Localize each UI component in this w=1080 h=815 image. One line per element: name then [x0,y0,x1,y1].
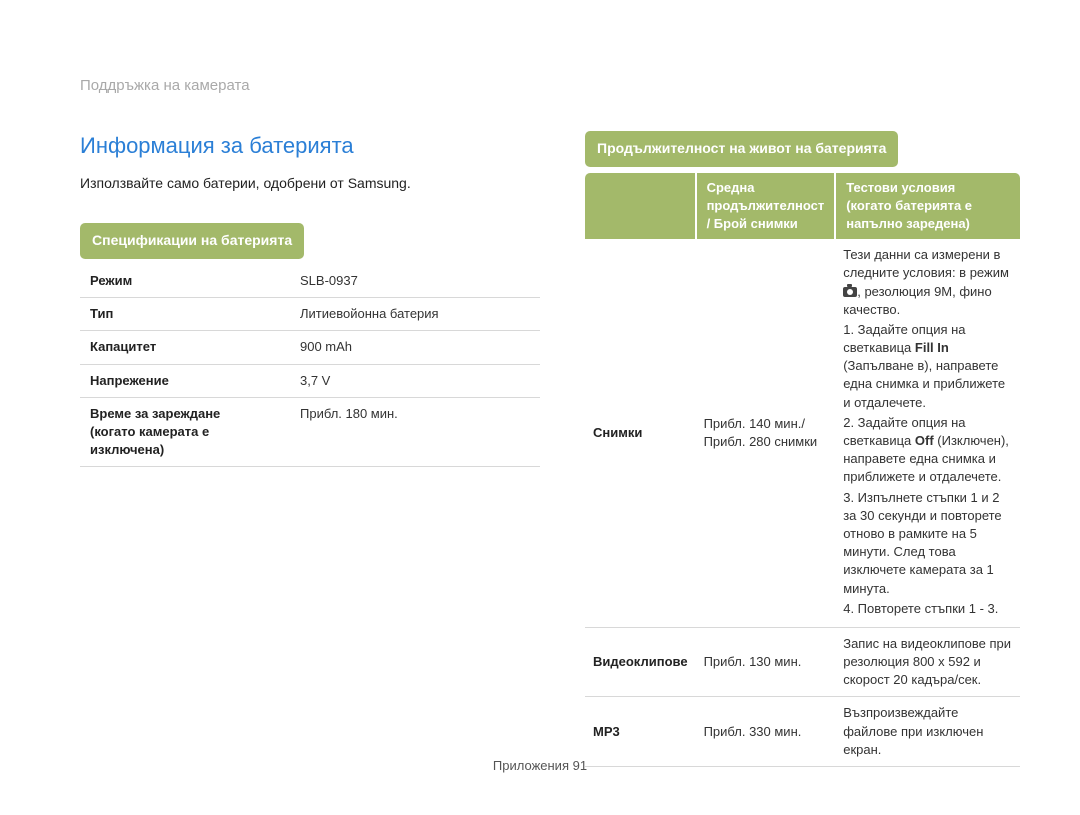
life-row-photos-duration: Прибл. 140 мин./Прибл. 280 снимки [696,239,836,627]
spec-row-label: Режим [80,265,290,298]
life-row-video: Видеоклипове Прибл. 130 мин. Запис на ви… [585,627,1020,697]
spec-row-label: Капацитет [80,331,290,364]
spec-row: Капацитет900 mAh [80,331,540,364]
spec-subsection-header: Спецификации на батерията [80,223,304,259]
intro-text: Използвайте само батерии, одобрени от Sa… [80,174,540,194]
life-row-photos-conditions: Тези данни са измерени в следните услови… [835,239,1020,627]
spec-row-value: Литиевойонна батерия [290,298,540,331]
life-row-video-label: Видеоклипове [585,627,696,697]
life-col1-header [585,173,696,240]
footer-label: Приложения [493,758,569,773]
spec-row: Време за зареждане(когато камерата е изк… [80,397,540,467]
spec-table: РежимSLB-0937ТипЛитиевойонна батерияКапа… [80,265,540,467]
spec-row-value: 900 mAh [290,331,540,364]
spec-row-value: Прибл. 180 мин. [290,397,540,467]
left-column: Информация за батерията Използвайте само… [80,131,540,767]
spec-row-label: Напрежение [80,364,290,397]
spec-row: Напрежение3,7 V [80,364,540,397]
section-title: Информация за батерията [80,131,540,162]
life-row-video-duration: Прибл. 130 мин. [696,627,836,697]
footer-page-number: 91 [573,758,587,773]
spec-row-label: Тип [80,298,290,331]
spec-row-value: 3,7 V [290,364,540,397]
spec-row: РежимSLB-0937 [80,265,540,298]
life-subsection-header: Продължителност на живот на батерията [585,131,898,167]
life-col3-header: Тестови условия(когато батерията е напъл… [835,173,1020,240]
life-col2-header: Средна продължителност / Брой снимки [696,173,836,240]
right-column: Продължителност на живот на батерията Ср… [585,131,1020,767]
breadcrumb: Поддръжка на камерата [80,75,1020,96]
spec-row: ТипЛитиевойонна батерия [80,298,540,331]
life-row-video-conditions: Запис на видеоклипове при резолюция 800 … [835,627,1020,697]
life-table: Средна продължителност / Брой снимки Тес… [585,173,1020,767]
camera-icon [843,287,857,297]
life-row-photos: Снимки Прибл. 140 мин./Прибл. 280 снимки… [585,239,1020,627]
spec-row-value: SLB-0937 [290,265,540,298]
life-row-photos-label: Снимки [585,239,696,627]
page-footer: Приложения 91 [0,757,1080,775]
spec-row-label: Време за зареждане(когато камерата е изк… [80,397,290,467]
